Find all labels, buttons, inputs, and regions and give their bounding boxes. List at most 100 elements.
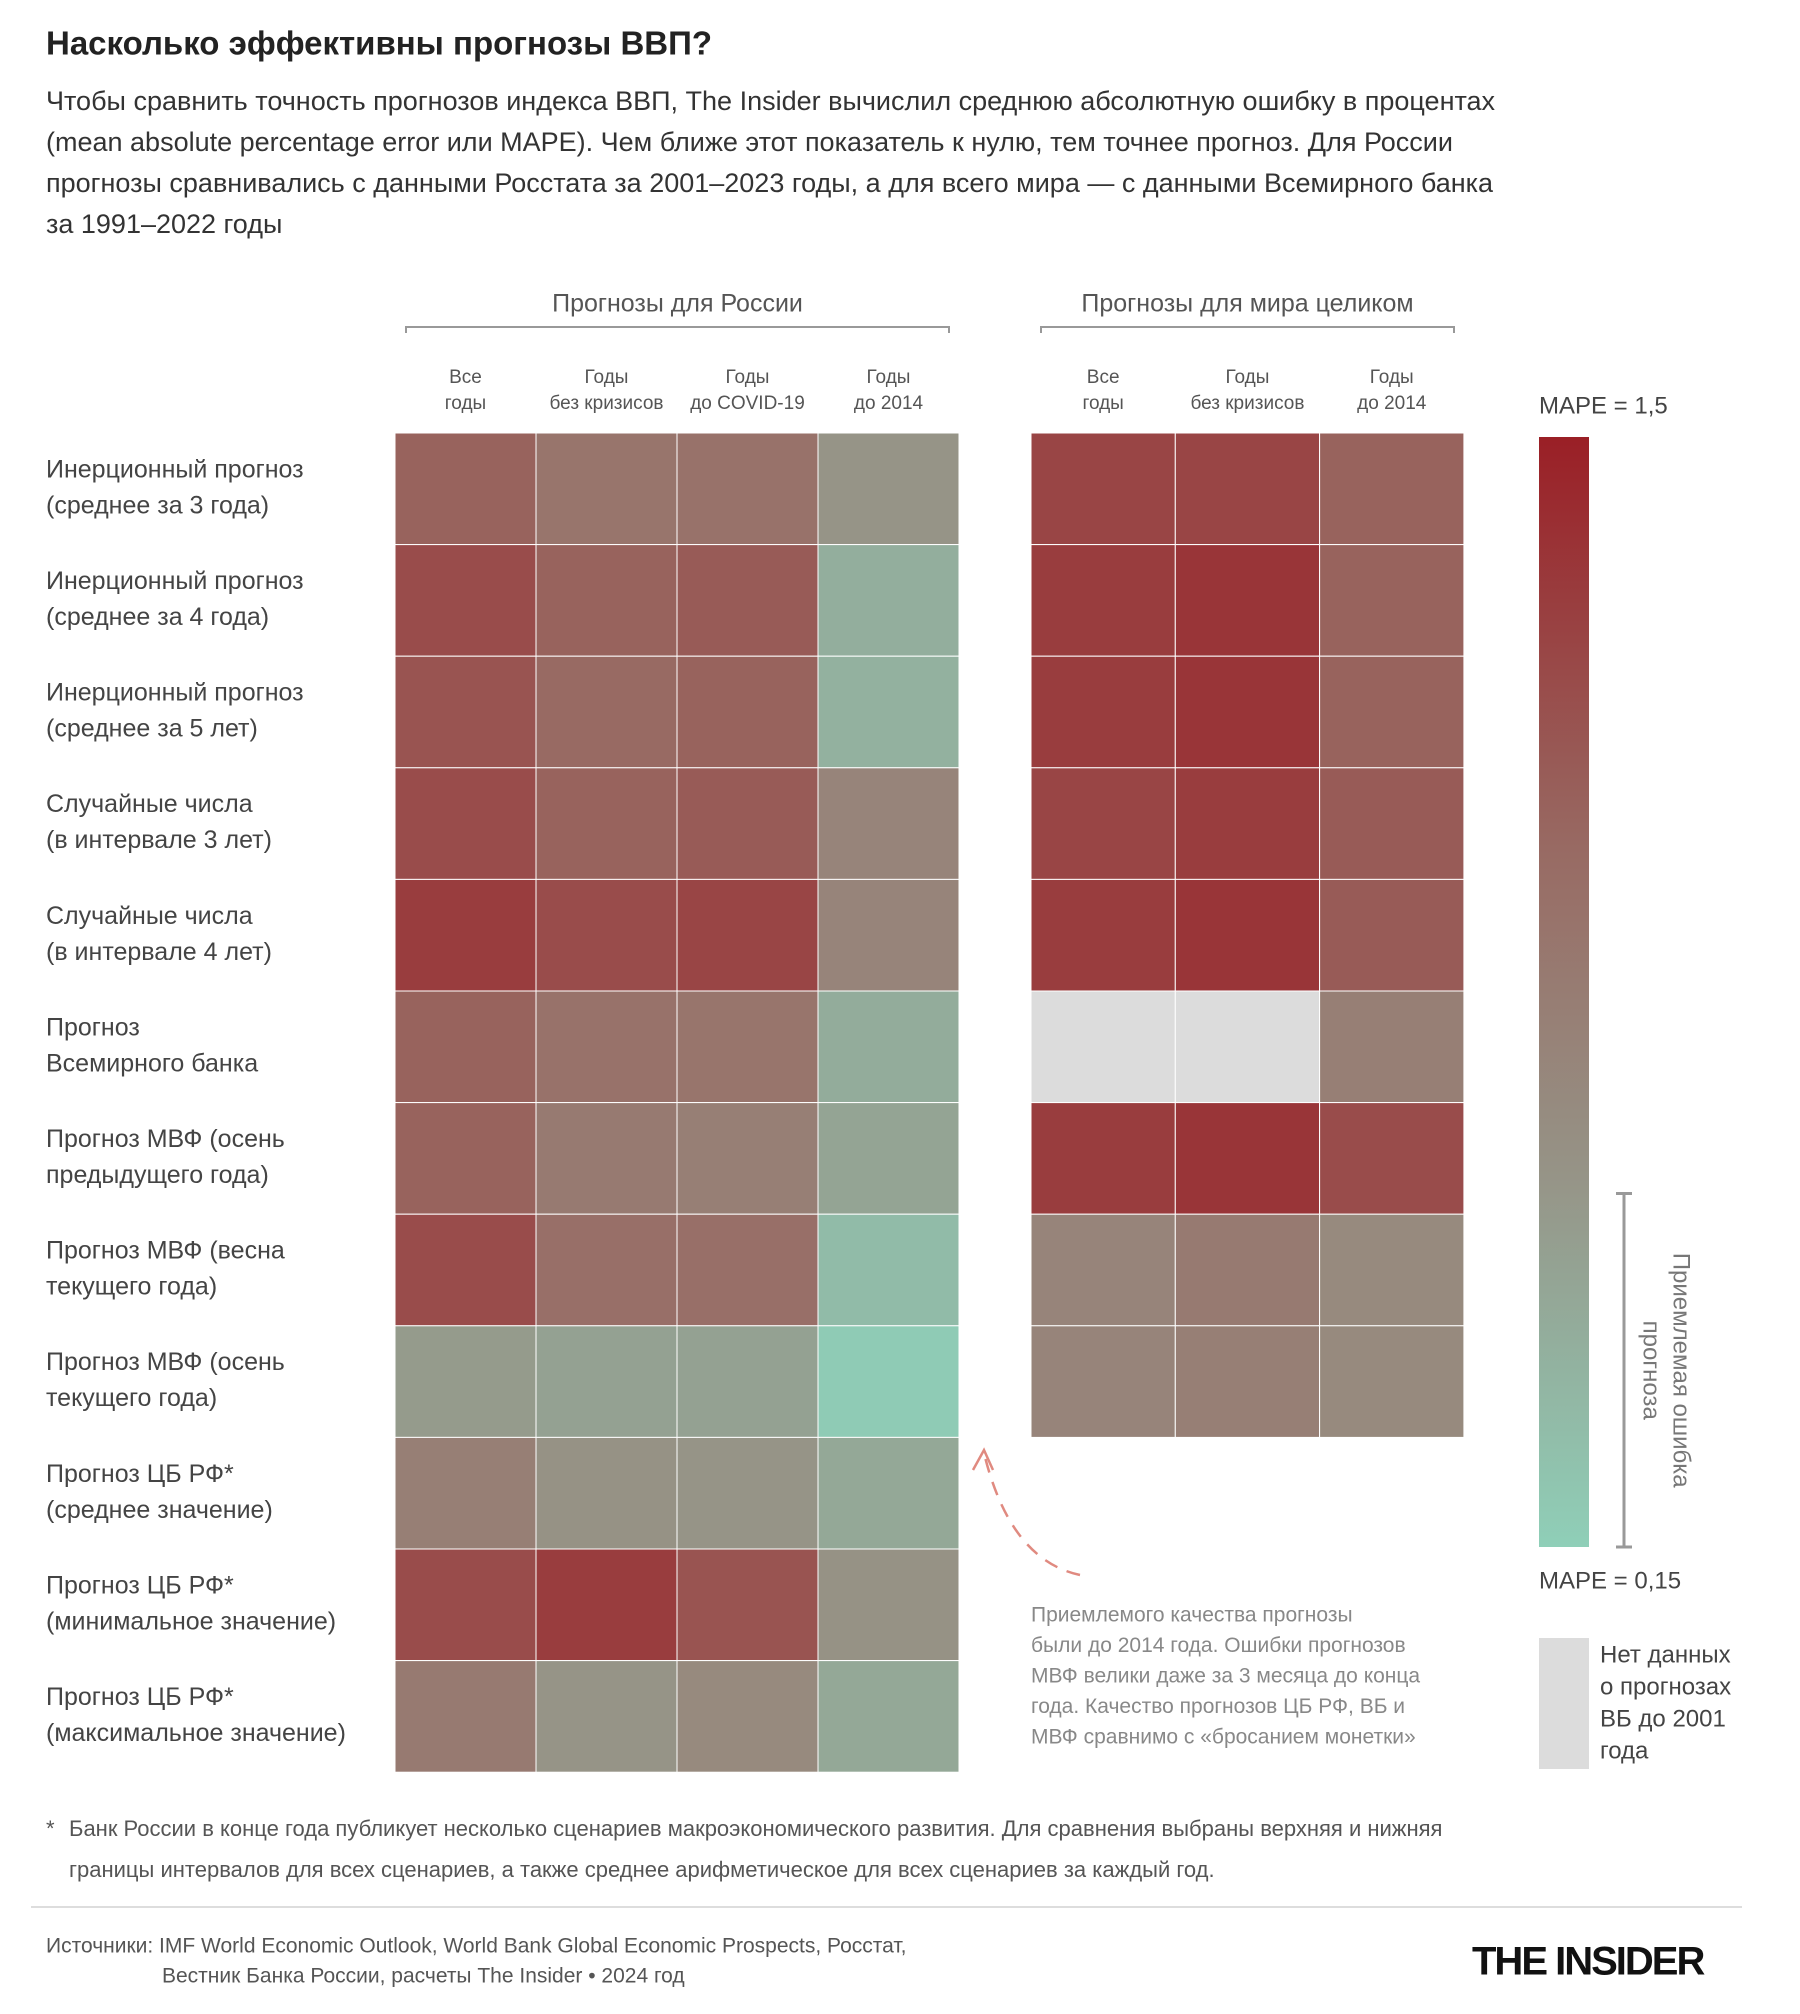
row-label: (максимальное значение) [46, 1719, 346, 1747]
heat-cell [1319, 432, 1465, 546]
heat-cell [1174, 878, 1321, 992]
heat-cell [817, 1213, 960, 1327]
no-data-label: Нет данных [1600, 1641, 1731, 1668]
row-label: (среднее за 5 лет) [46, 715, 258, 743]
sources: Вестник Банка России, расчеты The Inside… [162, 1965, 685, 1988]
annotation: года. Качество прогнозов ЦБ РФ, ВБ и [1031, 1695, 1405, 1718]
annotation: были до 2014 года. Ошибки прогнозов [1031, 1634, 1406, 1657]
sources: Источники: IMF World Economic Outlook, W… [46, 1935, 907, 1958]
heat-cell [1174, 1102, 1321, 1215]
heat-cell [1174, 544, 1321, 657]
no-data-label: о прогнозах [1600, 1673, 1731, 1700]
row-label: Прогноз [46, 1013, 140, 1041]
heat-cell [1030, 767, 1176, 880]
heat-cell [817, 544, 960, 657]
row-label: (минимальное значение) [46, 1607, 336, 1635]
subtitle: (mean absolute percentage error или MAPE… [46, 127, 1453, 157]
annotation: МВФ сравнимо с «бросанием монетки» [1031, 1726, 1416, 1749]
footnote: границы интервалов для всех сценариев, а… [69, 1857, 1215, 1882]
heat-cell [535, 1548, 678, 1662]
heat-cell [1030, 655, 1176, 769]
heat-cell [1319, 1102, 1465, 1215]
row-label: Всемирного банка [46, 1049, 258, 1077]
heat-cell [1174, 767, 1321, 880]
heat-cell [1030, 1213, 1176, 1327]
heat-cell [817, 878, 960, 992]
colorbar-label: MAPE = 0,15 [1539, 1567, 1681, 1594]
heat-cell [817, 1548, 960, 1662]
column-label: Годы [585, 367, 629, 388]
no-data-cell [1030, 990, 1176, 1104]
heat-cell [535, 1325, 678, 1438]
heat-cell [676, 878, 819, 992]
heat-cell [817, 1102, 960, 1215]
annotation-arrow [982, 1452, 1081, 1577]
row-label: Случайные числа [46, 902, 253, 930]
row-label: предыдущего года) [46, 1161, 269, 1189]
row-label: Прогноз МВФ (весна [46, 1237, 285, 1265]
heat-cell [817, 1660, 960, 1773]
column-label: до 2014 [1357, 393, 1427, 414]
heat-cell [535, 544, 678, 657]
column-label: годы [1082, 393, 1123, 414]
heat-cell [1030, 1325, 1176, 1438]
annotation: Приемлемого качества прогнозы [1031, 1604, 1353, 1627]
logo: THE INSIDER [1472, 1940, 1705, 1984]
no-data-label: ВБ до 2001 [1600, 1705, 1726, 1732]
heat-cell [394, 1213, 537, 1327]
column-label: без кризисов [1190, 393, 1304, 414]
row-label: Прогноз ЦБ РФ* [46, 1571, 234, 1599]
row-label: текущего года) [46, 1273, 217, 1301]
heat-cell [394, 878, 537, 992]
heat-cell [535, 432, 678, 546]
heat-cell [817, 655, 960, 769]
heat-cell [1174, 432, 1321, 546]
column-label: Годы [1225, 367, 1269, 388]
heat-cell [1174, 655, 1321, 769]
heat-cell [535, 990, 678, 1104]
row-label: (среднее значение) [46, 1496, 273, 1524]
row-label: текущего года) [46, 1384, 217, 1412]
row-label: Инерционный прогноз [46, 455, 304, 483]
heat-cell [394, 990, 537, 1104]
heat-cell [1319, 767, 1465, 880]
heat-cell [535, 1102, 678, 1215]
heat-cell [394, 1325, 537, 1438]
heat-cell [535, 878, 678, 992]
heat-cell [394, 1548, 537, 1662]
heat-cell [394, 767, 537, 880]
row-label: Прогноз МВФ (осень [46, 1125, 285, 1153]
acceptable-label-line: Приемлемая ошибка [1668, 1253, 1695, 1488]
column-label: Годы [1370, 367, 1414, 388]
column-label: до 2014 [854, 393, 924, 414]
annotation: МВФ велики даже за 3 месяца до конца [1031, 1665, 1420, 1688]
heat-cell [817, 990, 960, 1104]
column-label: до COVID-19 [690, 393, 805, 414]
row-label: Инерционный прогноз [46, 567, 304, 595]
footnote: Банк России в конце года публикует неско… [69, 1816, 1442, 1841]
heat-cell [1030, 544, 1176, 657]
heat-cell [535, 655, 678, 769]
heat-cell [535, 767, 678, 880]
no-data-swatch [1539, 1638, 1589, 1769]
column-label: Годы [726, 367, 770, 388]
heat-cell [394, 544, 537, 657]
panel-title: Прогнозы для мира целиком [1081, 290, 1413, 318]
heat-cell [1174, 1325, 1321, 1438]
acceptable-bracket [1616, 1191, 1632, 1549]
heat-cell [535, 1436, 678, 1550]
subtitle: Чтобы сравнить точность прогнозов индекс… [46, 86, 1496, 116]
heat-cell [1319, 1213, 1465, 1327]
heat-cell [817, 1325, 960, 1438]
footnote-mark: * [46, 1816, 55, 1841]
heat-cell [676, 1325, 819, 1438]
heat-cell [1030, 878, 1176, 992]
heat-cell [676, 1213, 819, 1327]
heat-cell [817, 1436, 960, 1550]
row-label: (в интервале 3 лет) [46, 826, 272, 854]
column-label: Все [1087, 367, 1120, 388]
heat-cell [394, 655, 537, 769]
annotation-arrowhead [971, 1447, 995, 1471]
heat-cell [1030, 432, 1176, 546]
